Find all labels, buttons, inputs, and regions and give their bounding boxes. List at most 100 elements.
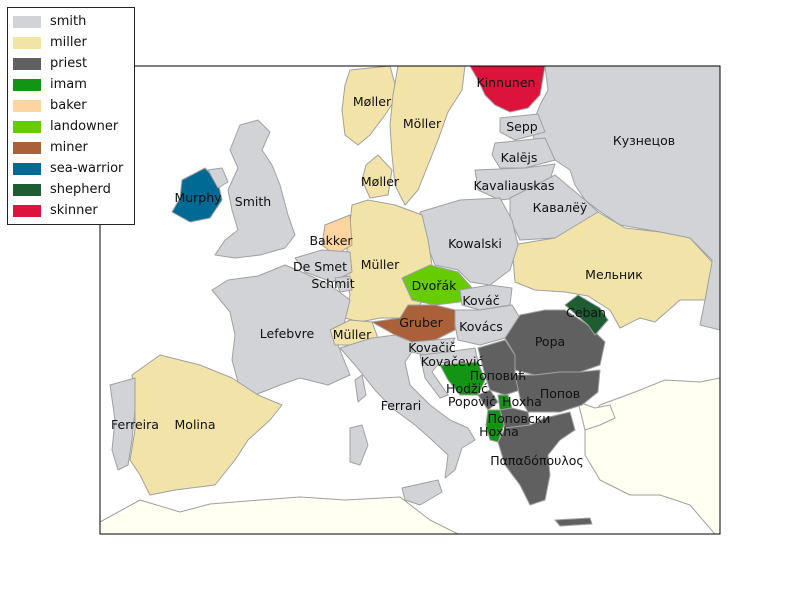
label-schmit: Schmit [311,276,354,291]
legend-item-miner: miner [8,137,134,158]
label-moller-sweden: Möller [403,116,442,131]
region-moldova [564,294,609,336]
legend-item-smith: smith [8,11,134,32]
label-kalejs: Kalējs [501,150,538,165]
label-ferrari: Ferrari [381,398,422,413]
legend-item-imam: imam [8,74,134,95]
legend-item-sea-warrior: sea-warrior [8,158,134,179]
region-montenegro [477,389,499,411]
region-macedonia [499,407,531,429]
map-frame [99,65,721,535]
legend-label: sea-warrior [50,161,124,176]
region-romania [504,309,606,376]
legend-item-skinner: skinner [8,200,134,221]
region-north-africa [100,496,460,534]
legend-swatch [13,57,41,70]
label-popovic-serbia: Поповић [470,368,527,383]
label-bakker: Bakker [309,233,353,248]
region-sardinia [349,424,369,466]
label-popa: Popa [535,334,565,349]
legend-label: landowner [50,119,119,134]
label-kovacs: Kovács [459,319,503,334]
region-belgium [294,249,353,283]
label-de-smet: De Smet [293,259,347,274]
label-muller-germany: Müller [361,257,400,272]
label-kowalski: Kowalski [448,236,502,251]
region-estonia [499,113,546,141]
label-ceban: Ceban [566,305,606,320]
label-gruber: Gruber [399,315,443,330]
label-sepp: Sepp [506,119,538,134]
label-smith: Smith [235,194,271,209]
region-finland [469,66,546,113]
legend-label: baker [50,98,87,113]
region-uk [214,119,296,259]
region-bulgaria [514,369,601,413]
region-greece [497,411,576,506]
label-dvorak: Dvořák [412,278,457,293]
label-kavaliauskas: Kavaliauskas [474,178,555,193]
legend-label: shepherd [50,182,111,197]
region-italy [339,334,476,479]
legend-swatch [13,78,41,91]
label-papadopoulos: Παπαδόπουλος [490,453,584,468]
legend-label: imam [50,77,87,92]
legend-swatch [13,99,41,112]
legend-label: smith [50,14,87,29]
legend-item-miller: miller [8,32,134,53]
label-murphy: Murphy [174,190,222,205]
label-muller-switzerland: Müller [333,327,372,342]
label-ferreira: Ferreira [111,417,159,432]
region-sicily [401,479,443,506]
legend-item-baker: baker [8,95,134,116]
legend-label: priest [50,56,88,71]
region-crete [554,517,593,527]
legend-item-landowner: landowner [8,116,134,137]
region-norway [341,66,399,146]
legend-swatch [13,36,41,49]
legend-swatch [13,183,41,196]
region-luxembourg [334,275,353,293]
label-molina: Molina [175,417,216,432]
surname-labels: Kinnunen Møller Möller Sepp Кузнецов Kal… [111,75,675,468]
legend-label: skinner [50,203,98,218]
label-popovski: Поповски [488,411,551,426]
legend-label: miller [50,35,87,50]
label-hoxha-kosovo: Hoxha [502,394,542,409]
legend-swatch [13,204,41,217]
label-kovacevic: Kovačević [421,354,484,369]
label-kuznetsov: Кузнецов [613,133,675,148]
region-spain [129,354,283,496]
legend-swatch [13,141,41,154]
label-moller-denmark: Møller [361,174,400,189]
region-croatia [419,347,479,399]
legend-swatch [13,15,41,28]
legend-item-priest: priest [8,53,134,74]
region-sweden [389,66,466,206]
label-hodzic: Hodžić [446,381,488,396]
region-turkey-middle-east [584,377,720,534]
label-popov: Попов [540,386,580,401]
region-turkey-west [577,401,616,431]
region-northern-ireland [207,167,229,189]
label-kinnunen: Kinnunen [477,75,536,90]
label-popovic-montenegro: Popović [448,394,496,409]
legend-label: miner [50,140,88,155]
label-kovacic: Kovačič [408,340,456,355]
region-ukraine [511,211,713,329]
label-melnyk: Мельник [585,267,643,282]
legend-item-shepherd: shepherd [8,179,134,200]
label-lefebvre: Lefebvre [260,326,315,341]
legend-swatch [13,162,41,175]
label-hoxha-albania: Hoxha [479,424,519,439]
label-moller-norway: Møller [353,94,392,109]
region-france [211,264,351,396]
legend: smith miller priest imam baker landowner… [7,7,135,225]
region-corsica [354,374,367,403]
region-denmark [361,154,393,199]
label-kavaleu: Кавалёў [533,200,588,215]
region-netherlands [321,214,353,256]
label-kovac-slovakia: Kováč [462,293,499,308]
legend-swatch [13,120,41,133]
